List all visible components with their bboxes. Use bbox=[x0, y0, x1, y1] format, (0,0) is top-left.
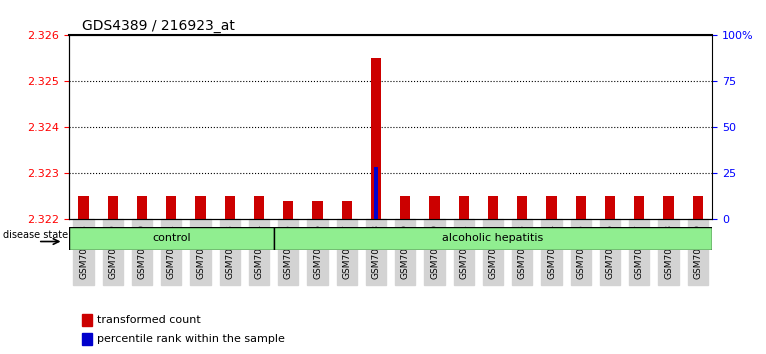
Bar bbox=[283, 201, 293, 219]
Bar bbox=[546, 196, 557, 219]
Bar bbox=[166, 196, 176, 219]
Text: transformed count: transformed count bbox=[97, 315, 201, 325]
Bar bbox=[195, 196, 205, 219]
Bar bbox=[108, 196, 118, 219]
Bar bbox=[430, 196, 440, 219]
Bar bbox=[342, 201, 352, 219]
Text: disease state: disease state bbox=[4, 230, 69, 240]
Bar bbox=[82, 314, 92, 326]
Bar bbox=[371, 58, 381, 219]
Bar bbox=[137, 196, 147, 219]
Bar bbox=[254, 196, 264, 219]
Bar bbox=[224, 196, 235, 219]
FancyBboxPatch shape bbox=[273, 227, 712, 250]
FancyBboxPatch shape bbox=[69, 227, 273, 250]
Bar bbox=[374, 166, 378, 219]
Bar bbox=[78, 196, 89, 219]
Bar bbox=[663, 196, 673, 219]
Bar bbox=[459, 196, 469, 219]
Bar bbox=[400, 196, 411, 219]
Bar bbox=[692, 196, 703, 219]
Bar bbox=[576, 196, 586, 219]
Bar bbox=[517, 196, 527, 219]
Bar bbox=[82, 333, 92, 346]
Bar bbox=[634, 196, 644, 219]
Text: GDS4389 / 216923_at: GDS4389 / 216923_at bbox=[82, 19, 234, 33]
Bar bbox=[605, 196, 615, 219]
Text: alcoholic hepatitis: alcoholic hepatitis bbox=[443, 233, 544, 243]
Bar bbox=[488, 196, 498, 219]
Text: control: control bbox=[152, 233, 191, 243]
Bar bbox=[313, 201, 322, 219]
Text: percentile rank within the sample: percentile rank within the sample bbox=[97, 335, 284, 344]
